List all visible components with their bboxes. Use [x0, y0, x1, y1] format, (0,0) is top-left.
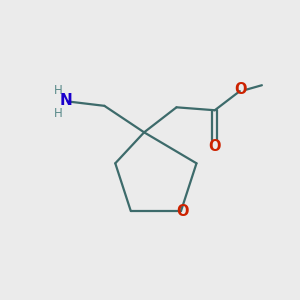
Text: O: O	[176, 204, 189, 219]
Text: H: H	[54, 107, 63, 120]
Text: O: O	[235, 82, 247, 98]
Text: N: N	[60, 93, 73, 108]
Text: O: O	[208, 139, 221, 154]
Text: H: H	[54, 84, 63, 97]
